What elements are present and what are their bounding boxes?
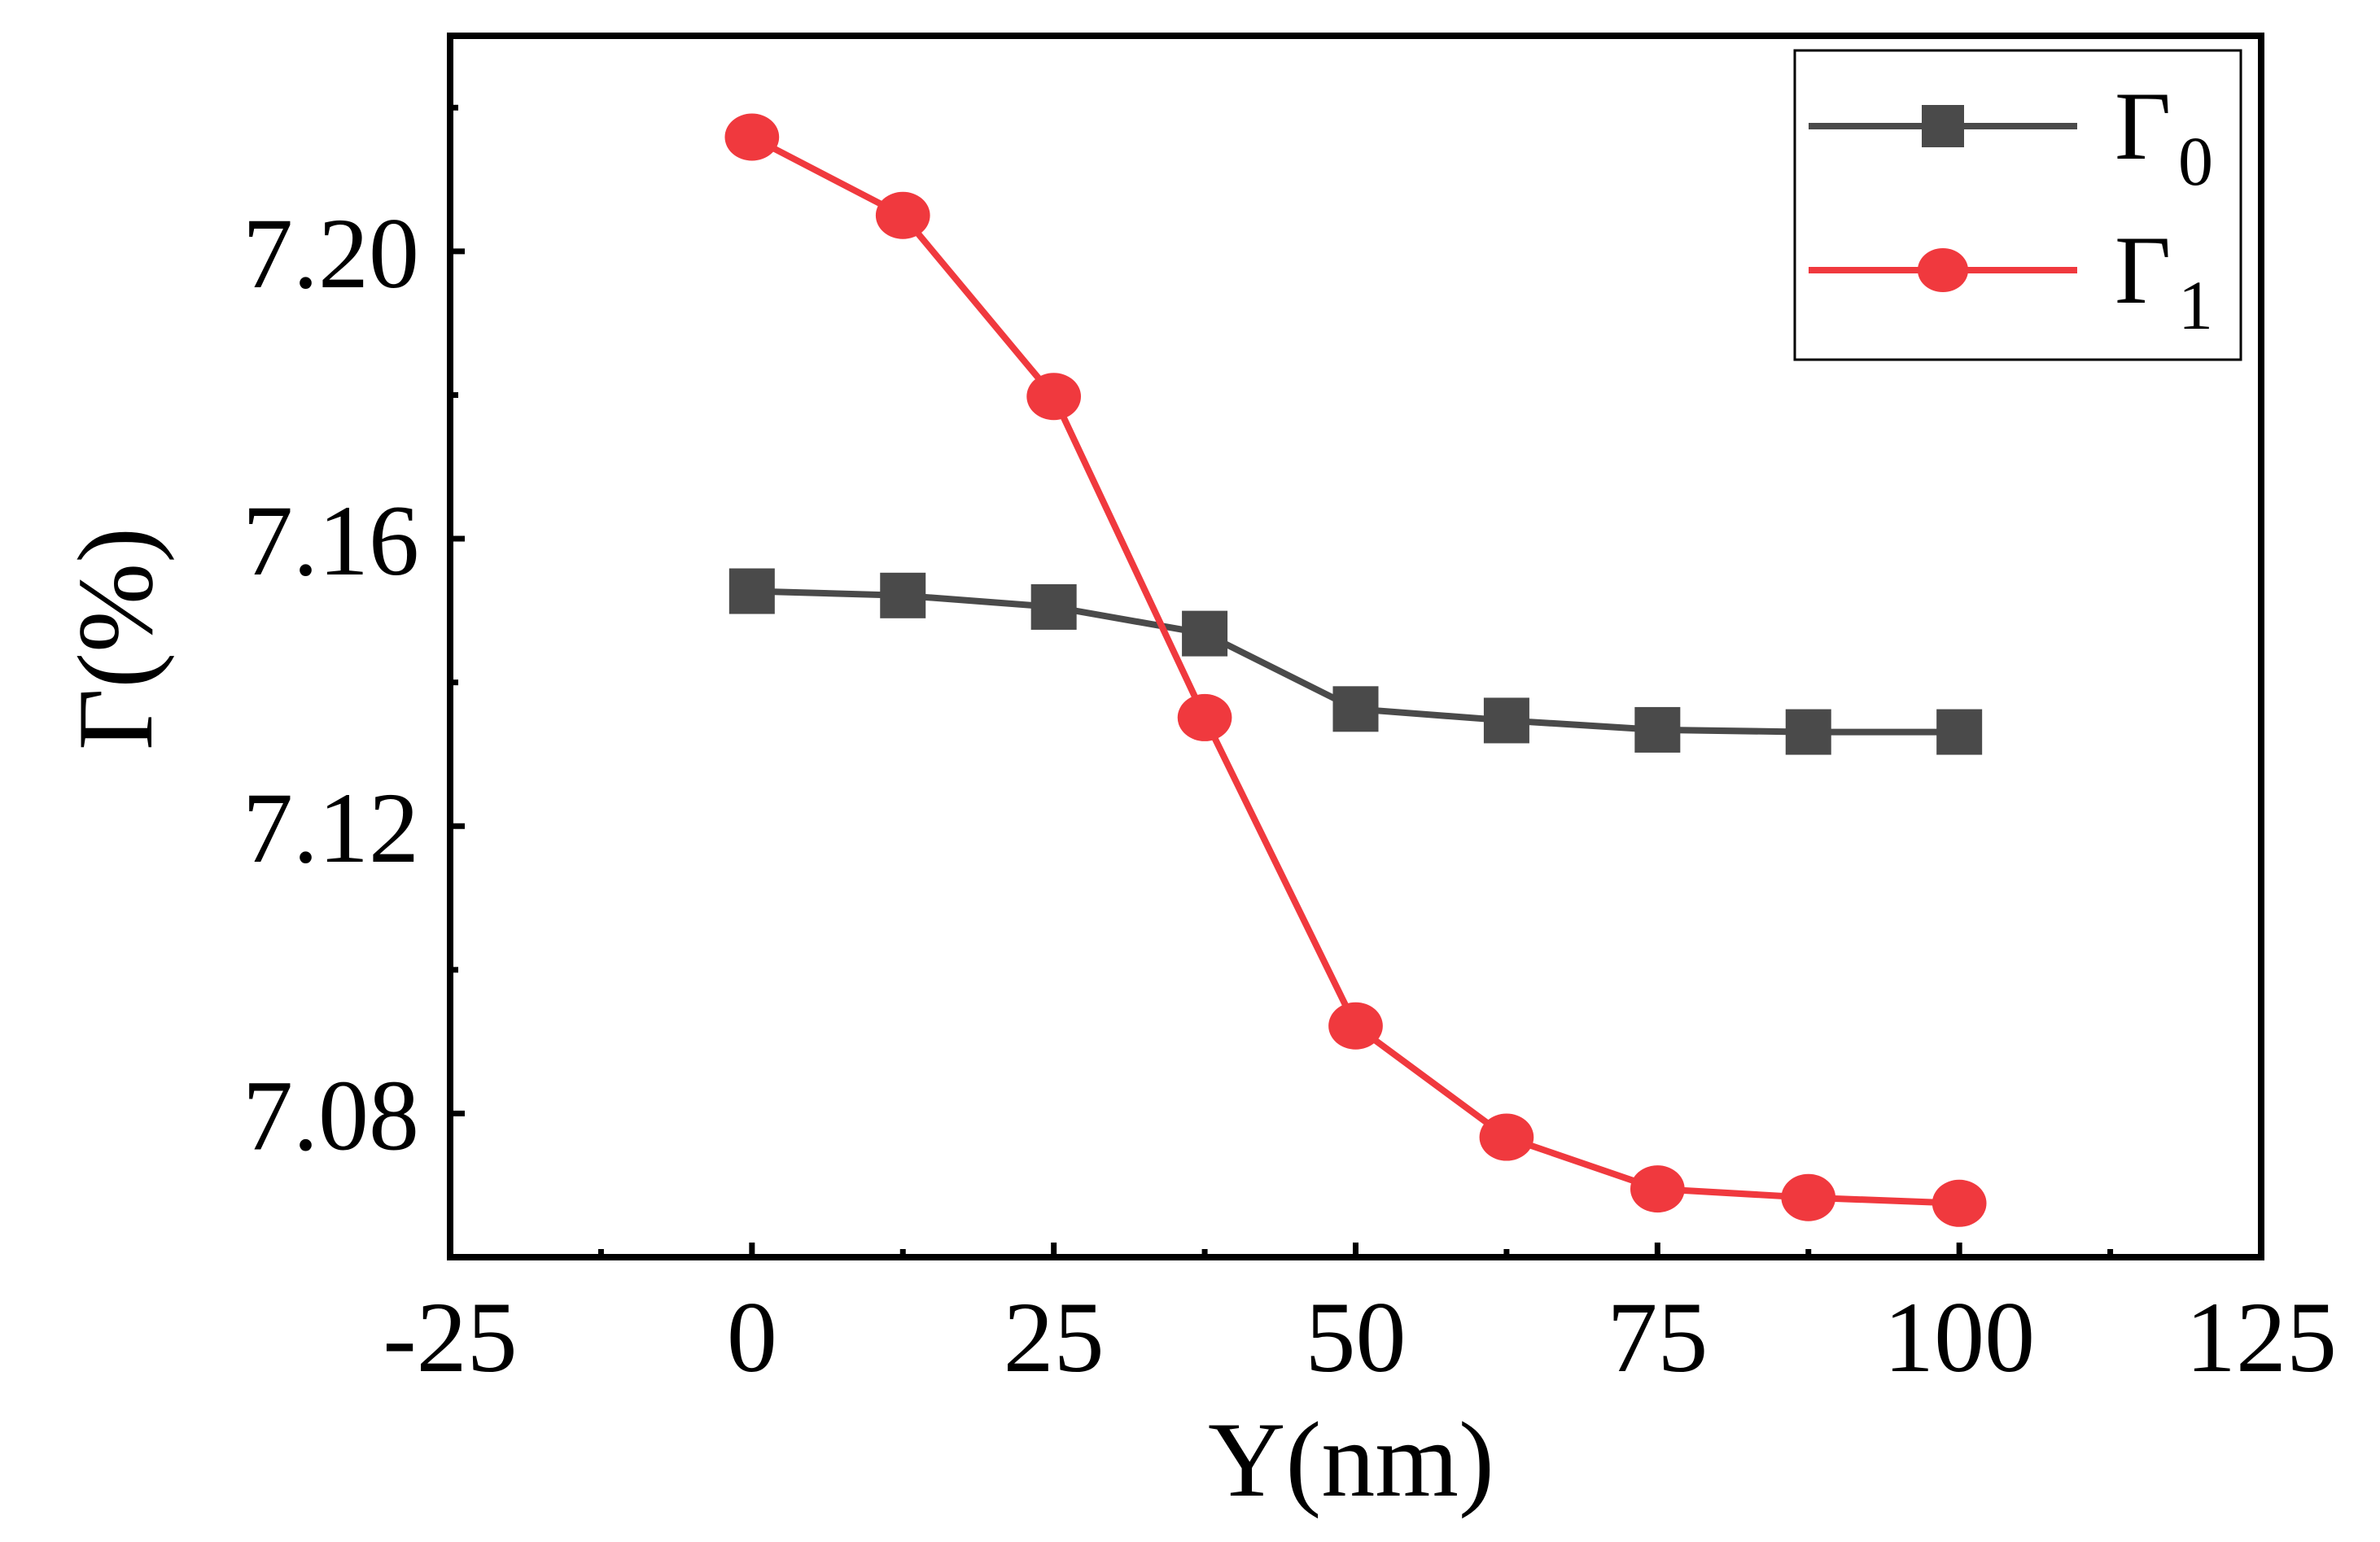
x-tick-label: 100 — [1883, 1282, 2035, 1393]
x-tick-label: 75 — [1607, 1282, 1708, 1393]
x-tick-label: -25 — [383, 1282, 517, 1393]
major-ticks — [447, 248, 2264, 1257]
minor-ticks — [450, 104, 2114, 1260]
data-point-series-0 — [1182, 610, 1228, 657]
data-point-series-1 — [1781, 1173, 1836, 1221]
data-point-series-0 — [1785, 709, 1831, 755]
data-point-series-0 — [728, 568, 775, 614]
data-point-series-0 — [1030, 583, 1077, 630]
legend-subscript: 1 — [2178, 266, 2213, 344]
data-point-series-0 — [880, 572, 926, 618]
data-point-series-1 — [1479, 1113, 1534, 1161]
data-point-series-0 — [1332, 686, 1379, 732]
x-tick-label: 50 — [1306, 1282, 1407, 1393]
x-tick-label: 25 — [1004, 1282, 1105, 1393]
y-tick-label: 7.16 — [243, 485, 419, 596]
data-point-series-1 — [1026, 373, 1082, 421]
x-tick-label: 125 — [2185, 1282, 2337, 1393]
legend-marker — [1917, 248, 1969, 292]
legend-subscript: 0 — [2178, 122, 2213, 200]
legend-box — [1793, 49, 2242, 361]
legend: Γ 0Γ 1 — [1793, 49, 2242, 361]
data-point-series-1 — [1932, 1179, 1987, 1227]
y-axis-title: Γ(%) — [55, 527, 175, 750]
data-point-series-1 — [1630, 1165, 1685, 1213]
data-point-series-1 — [724, 113, 780, 161]
y-tick-label: 7.08 — [243, 1059, 419, 1171]
y-tick-label: 7.20 — [243, 198, 419, 309]
legend-symbol: Γ — [2115, 72, 2171, 180]
y-tick-label: 7.12 — [243, 772, 419, 884]
legend-symbol: Γ — [2115, 216, 2171, 324]
legend-marker — [1922, 105, 1964, 147]
data-point-series-0 — [1483, 697, 1529, 744]
series-markers — [724, 113, 1987, 1227]
x-tick-label: 0 — [727, 1282, 777, 1393]
data-point-series-1 — [875, 191, 930, 239]
data-point-series-0 — [1634, 706, 1681, 753]
data-point-series-0 — [1936, 709, 1983, 755]
x-axis-title: Y(nm) — [1208, 1400, 1494, 1519]
data-point-series-1 — [1177, 693, 1232, 741]
x-tick-labels: -25 0 25 50 75 100 125 — [383, 1282, 2337, 1393]
y-tick-labels: 7.08 7.12 7.16 7.20 — [243, 198, 419, 1172]
data-point-series-1 — [1328, 1002, 1383, 1050]
